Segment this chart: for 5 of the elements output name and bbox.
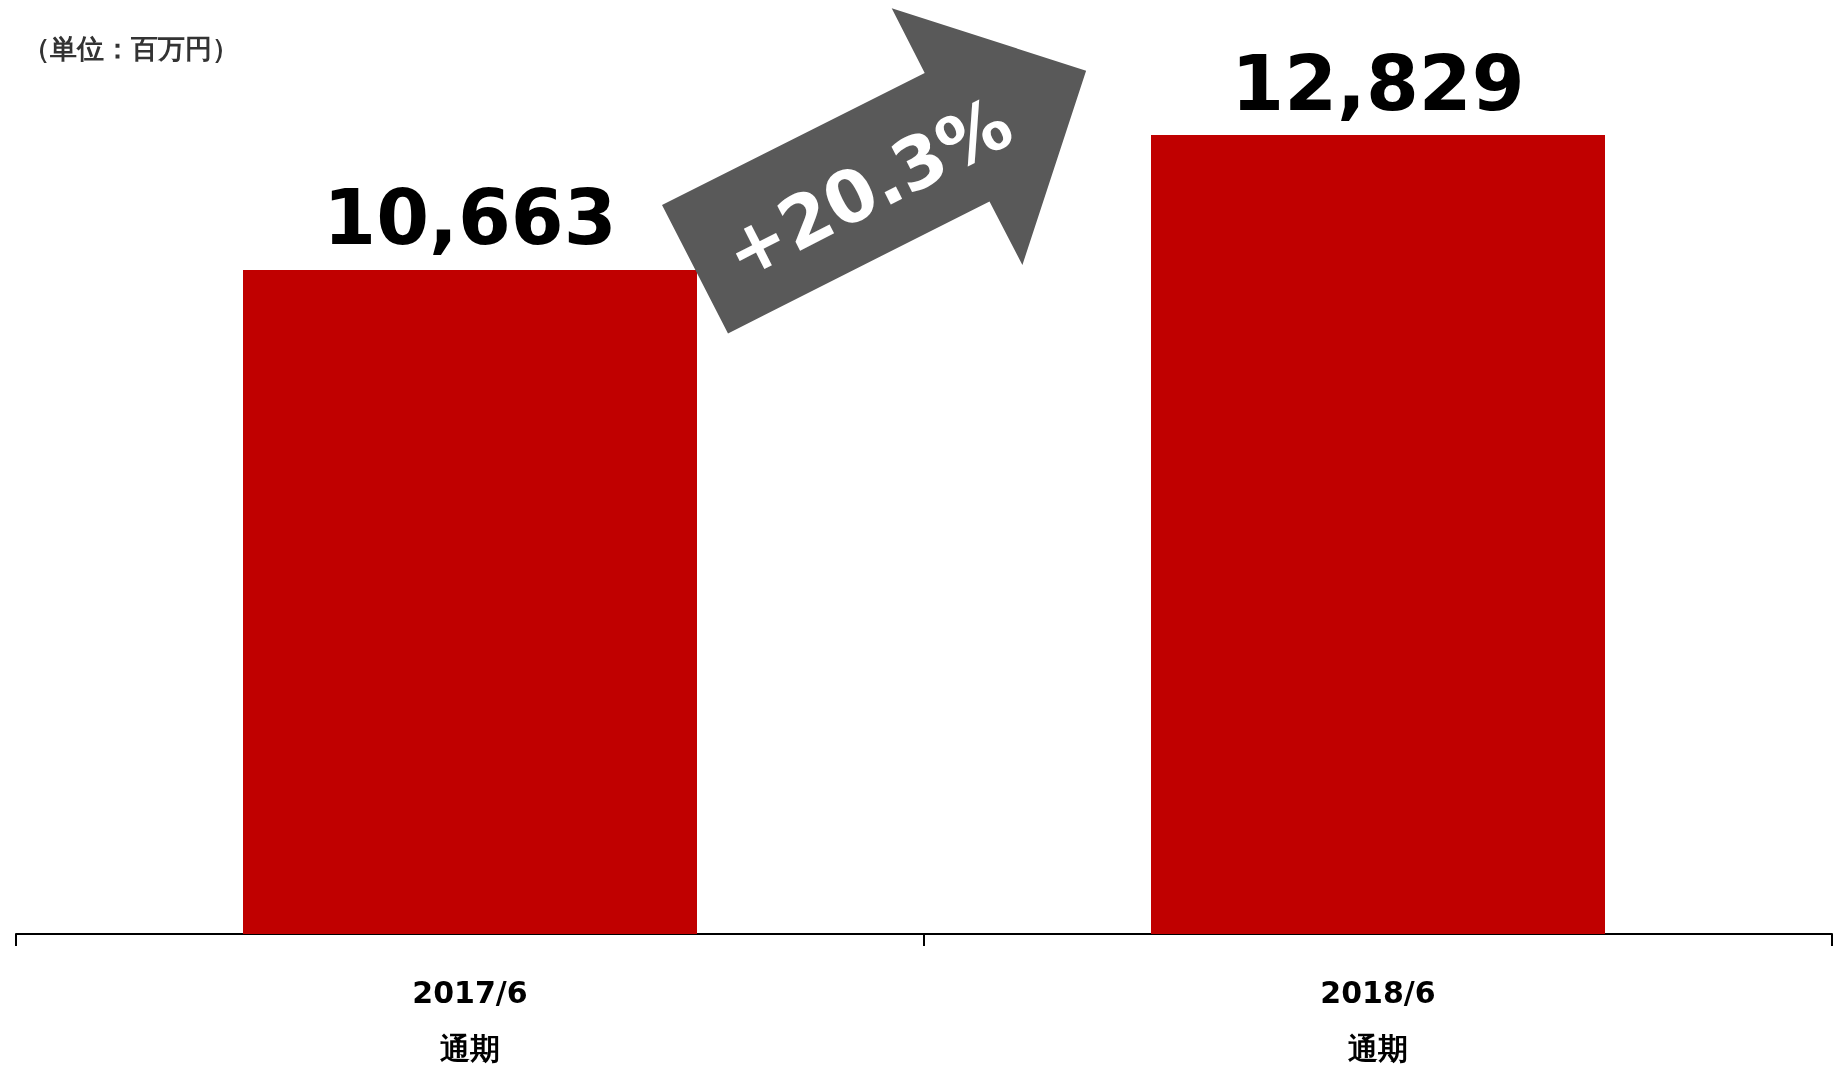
x-tick-label: 2017/6 通期 [412, 974, 528, 1066]
chart-subtitle: （単位：百万円） [23, 33, 239, 64]
x-tick-label: 2018/6 通期 [1320, 974, 1436, 1066]
data-label: 10,663 [323, 173, 617, 263]
data-label: 12,829 [1231, 38, 1525, 128]
